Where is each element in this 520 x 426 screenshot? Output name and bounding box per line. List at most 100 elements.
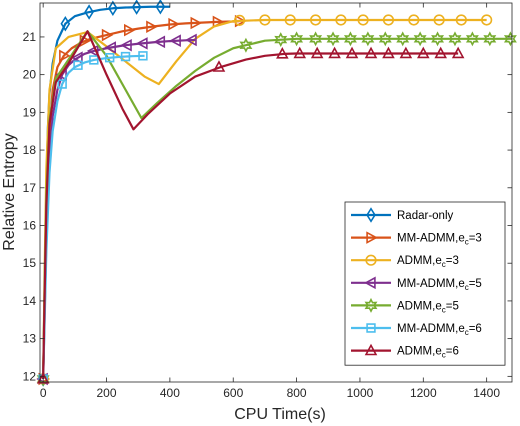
data-point bbox=[434, 46, 448, 59]
data-point bbox=[290, 31, 304, 47]
legend-marker bbox=[364, 297, 378, 313]
legend: Radar-onlyMM-ADMM,ec=3ADMM,ec=3MM-ADMM,e… bbox=[344, 201, 506, 366]
data-point bbox=[382, 46, 395, 59]
y-tick-label: 18 bbox=[23, 143, 37, 157]
legend-label-main: MM-ADMM,e bbox=[397, 323, 465, 335]
y-tick-label: 16 bbox=[23, 218, 37, 232]
legend-label-tail: =5 bbox=[446, 300, 459, 312]
data-point bbox=[212, 60, 226, 72]
legend-label: ADMM,ec=3 bbox=[397, 255, 459, 269]
axes-box bbox=[39, 2, 513, 383]
data-point bbox=[310, 46, 324, 59]
data-point bbox=[89, 55, 99, 65]
data-point bbox=[293, 46, 307, 59]
x-tick-label: 400 bbox=[160, 386, 180, 400]
legend-label-main: ADMM,e bbox=[397, 346, 442, 358]
legend-label-tail: =6 bbox=[469, 323, 482, 335]
data-point bbox=[73, 60, 83, 70]
y-tick-label: 17 bbox=[23, 181, 37, 195]
legend-entry-4: MM-ADMM,ec=5 bbox=[351, 276, 482, 292]
data-point bbox=[364, 46, 378, 59]
data-point bbox=[86, 44, 99, 58]
data-point bbox=[309, 31, 323, 47]
data-point bbox=[59, 49, 71, 63]
legend-label-main: MM-ADMM,e bbox=[397, 233, 465, 245]
y-axis-title: Relative Entropy bbox=[1, 133, 18, 250]
legend-label-tail: =3 bbox=[469, 233, 482, 245]
legend-label: ADMM,ec=6 bbox=[397, 346, 459, 360]
x-tick-label: 200 bbox=[97, 386, 117, 400]
legend-entry-3: ADMM,ec=3 bbox=[351, 254, 459, 269]
axes-layer: 0 200 400 600 800 1000 1200 1400 12 13 14 15 16 17 18 1… bbox=[23, 2, 513, 400]
legend-entry-5: ADMM,ec=5 bbox=[351, 297, 459, 314]
data-point bbox=[433, 14, 445, 26]
legend-label-main: ADMM,e bbox=[397, 300, 442, 312]
data-point bbox=[413, 31, 427, 47]
data-point bbox=[138, 51, 148, 61]
data-point bbox=[345, 46, 359, 59]
data-point bbox=[309, 14, 322, 26]
data-point bbox=[259, 14, 271, 26]
legend-label-subscript: c bbox=[442, 351, 446, 360]
legend-label: ADMM,ec=5 bbox=[397, 300, 459, 314]
data-point bbox=[343, 31, 357, 47]
data-point bbox=[481, 14, 493, 26]
x-tick-label: 1400 bbox=[473, 386, 500, 400]
legend-label-main: MM-ADMM,e bbox=[397, 278, 465, 290]
data-point bbox=[357, 14, 369, 26]
data-point bbox=[57, 79, 67, 89]
legend-label-subscript: c bbox=[465, 238, 469, 247]
data-point bbox=[382, 14, 395, 26]
legend-entry-7: ADMM,ec=6 bbox=[351, 343, 459, 360]
legend-label: MM-ADMM,ec=3 bbox=[397, 233, 482, 247]
legend-label: MM-ADMM,ec=5 bbox=[397, 278, 482, 292]
data-point bbox=[101, 28, 114, 42]
data-point bbox=[233, 14, 246, 26]
series-3 bbox=[37, 14, 493, 385]
data-point bbox=[335, 14, 347, 26]
data-point bbox=[408, 14, 420, 26]
data-point bbox=[71, 51, 83, 64]
data-point bbox=[276, 47, 289, 59]
data-point bbox=[239, 37, 253, 53]
legend-label-tail: =5 bbox=[469, 278, 482, 290]
data-point bbox=[185, 33, 197, 47]
series-7 bbox=[36, 30, 465, 384]
x-tick-label: 800 bbox=[287, 386, 307, 400]
data-point bbox=[168, 17, 180, 31]
data-point bbox=[284, 14, 296, 26]
series-layer bbox=[36, 0, 517, 387]
data-point bbox=[448, 31, 462, 47]
legend-label: Radar-only bbox=[397, 210, 453, 222]
legend-marker bbox=[365, 254, 377, 266]
legend-label-tail: =6 bbox=[446, 346, 459, 358]
data-point bbox=[146, 20, 158, 34]
y-tick-label: 15 bbox=[23, 256, 37, 270]
data-point bbox=[503, 31, 517, 47]
y-tick-label: 12 bbox=[23, 369, 37, 383]
legend-label-subscript: c bbox=[465, 328, 469, 337]
data-point bbox=[155, 0, 166, 15]
legend-label-main: ADMM,e bbox=[397, 255, 442, 267]
legend-entry-2: MM-ADMM,ec=3 bbox=[351, 231, 482, 247]
data-point bbox=[153, 35, 166, 49]
series-line bbox=[42, 54, 145, 380]
data-point bbox=[124, 23, 136, 37]
data-point bbox=[274, 32, 288, 48]
legend-marker bbox=[366, 231, 378, 244]
data-point bbox=[451, 46, 465, 59]
data-point bbox=[108, 0, 118, 17]
data-point bbox=[36, 372, 50, 384]
data-point bbox=[190, 16, 203, 30]
data-point bbox=[396, 31, 410, 47]
series-line bbox=[42, 18, 487, 379]
data-point bbox=[131, 0, 142, 15]
legend-marker bbox=[364, 276, 376, 290]
legend-marker bbox=[366, 207, 376, 223]
legend-label-subscript: c bbox=[442, 260, 446, 269]
y-tick-label: 19 bbox=[23, 105, 37, 119]
data-point bbox=[399, 46, 413, 59]
x-tick-label: 1200 bbox=[410, 386, 437, 400]
data-point bbox=[483, 31, 497, 47]
data-point bbox=[328, 46, 341, 59]
